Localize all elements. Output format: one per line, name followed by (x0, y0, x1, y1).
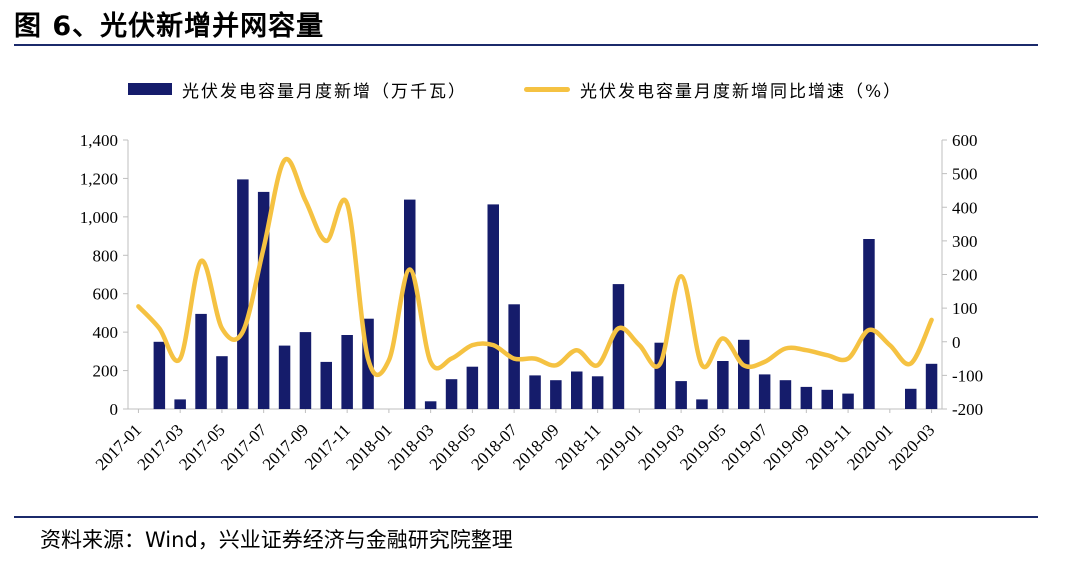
x-tick-label: 2019-01 (593, 420, 647, 474)
bar-2020-03 (925, 363, 938, 409)
x-tick-label: 2017-09 (259, 420, 313, 474)
right-tick-label: 300 (952, 232, 978, 251)
left-y-axis-ticks: 0 200 400 600 800 1,000 1,200 1,400 (80, 131, 128, 419)
left-tick-label: 1,200 (80, 169, 118, 188)
right-tick-label: 500 (952, 165, 978, 184)
legend-bar-swatch (128, 83, 172, 95)
legend-line-label: 光伏发电容量月度新增同比增速（%） (580, 81, 903, 102)
bar-2018-05 (466, 366, 479, 409)
x-axis-ticks: 2017-012017-032017-052017-072017-092017-… (92, 409, 939, 474)
bar-2018-08 (529, 375, 541, 409)
bar-2019-03 (675, 381, 687, 409)
legend-item-line: 光伏发电容量月度新增同比增速（%） (524, 74, 902, 104)
bar-2017-11 (341, 335, 353, 409)
bar-2017-10 (320, 361, 332, 409)
bar-2017-07 (257, 191, 270, 409)
x-tick-label: 2017-01 (92, 420, 146, 474)
bar-2018-09 (550, 380, 562, 409)
bar-2019-02 (654, 342, 666, 409)
left-tick-label: 1,400 (80, 131, 118, 150)
bar-2020-02 (905, 388, 917, 409)
right-tick-label: 200 (952, 266, 978, 285)
figure-title: 图 6、光伏新增并网容量 (14, 11, 325, 42)
bar-2018-06 (487, 204, 499, 409)
x-tick-label: 2018-05 (426, 420, 480, 474)
right-tick-label: -100 (952, 366, 983, 385)
chart-legend: 光伏发电容量月度新增（万千瓦） 光伏发电容量月度新增同比增速（%） (0, 74, 1080, 104)
right-tick-label: 100 (952, 299, 978, 318)
x-tick-label: 2017-05 (175, 420, 229, 474)
x-tick-label: 2018-01 (342, 420, 396, 474)
right-tick-label: 600 (952, 131, 978, 150)
x-tick-label: 2018-09 (509, 420, 563, 474)
bar-2019-12 (863, 239, 875, 409)
yoy-growth-line (136, 156, 934, 377)
left-tick-label: 800 (93, 246, 119, 265)
left-tick-label: 600 (93, 285, 119, 304)
line-series (136, 156, 934, 377)
left-tick-label: 400 (93, 323, 119, 342)
x-tick-label: 2017-03 (133, 420, 187, 474)
bar-2018-12 (612, 284, 625, 409)
bar-2017-03 (174, 399, 186, 409)
bar-2019-11 (842, 393, 854, 409)
x-tick-label: 2020-01 (843, 420, 897, 474)
source-note: 资料来源：Wind，兴业证券经济与金融研究院整理 (40, 528, 513, 552)
left-tick-label: 0 (110, 400, 119, 419)
bar-2017-02 (153, 341, 166, 410)
bar-2018-03 (424, 401, 437, 409)
bar-2019-04 (696, 399, 708, 409)
bar-2017-05 (216, 356, 228, 409)
bar-2017-06 (237, 179, 249, 409)
right-tick-label: 0 (952, 333, 961, 352)
left-tick-label: 200 (93, 362, 119, 381)
bar-2018-02 (404, 199, 416, 409)
legend-bar-label: 光伏发电容量月度新增（万千瓦） (182, 81, 467, 102)
bar-2019-07 (758, 374, 771, 409)
bar-2017-04 (195, 313, 207, 409)
chart-axes (127, 140, 943, 410)
x-tick-label: 2019-05 (676, 420, 730, 474)
right-tick-label: 400 (952, 198, 978, 217)
bottom-divider (14, 516, 1038, 518)
left-tick-label: 1,000 (80, 208, 118, 227)
bar-2017-09 (299, 332, 312, 409)
bar-2019-06 (738, 339, 750, 409)
top-divider (14, 44, 1038, 46)
x-tick-label: 2019-09 (760, 420, 814, 474)
x-tick-label: 2019-03 (634, 420, 688, 474)
bar-2019-09 (800, 386, 813, 409)
bar-2017-08 (278, 345, 291, 409)
right-tick-label: -200 (952, 400, 983, 419)
bar-2019-08 (779, 380, 792, 409)
bar-2019-10 (821, 389, 833, 409)
right-y-axis-ticks: -200 -100 0 100 200 300 400 500 600 (942, 131, 983, 419)
bar-series (153, 179, 938, 410)
legend-line-swatch (524, 86, 570, 92)
bar-2018-04 (445, 379, 458, 409)
bar-2018-10 (571, 371, 583, 409)
x-tick-label: 2020-03 (885, 420, 939, 474)
legend-item-bar: 光伏发电容量月度新增（万千瓦） (128, 74, 467, 104)
bar-2018-11 (591, 376, 604, 409)
x-tick-label: 2018-03 (384, 420, 438, 474)
bar-2019-05 (717, 361, 729, 409)
